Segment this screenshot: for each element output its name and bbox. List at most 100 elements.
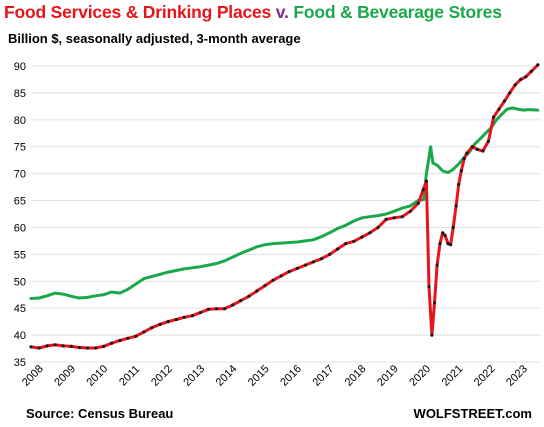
series-1-point-27 <box>247 294 251 298</box>
series-line-1 <box>29 63 540 350</box>
series-1-point-76 <box>524 75 528 79</box>
series-1-point-57 <box>443 233 447 238</box>
series-1-point-3 <box>53 343 57 347</box>
series-1-point-68 <box>481 149 485 153</box>
y-axis-ticks: 35 40 45 50 55 60 65 70 75 80 85 90 <box>14 61 26 369</box>
series-1-point-51 <box>427 285 431 289</box>
series-1-point-22 <box>206 307 211 311</box>
series-1-point-74 <box>513 83 517 87</box>
series-1-point-31 <box>279 274 283 278</box>
series-1-point-47 <box>408 209 412 213</box>
grid-lines <box>31 65 541 363</box>
series-1-point-64 <box>462 157 466 161</box>
series-1-point-23 <box>215 307 219 311</box>
series-1-point-11 <box>118 338 122 343</box>
series-1-point-8 <box>94 346 98 350</box>
source-note: Source: Census Bureau <box>26 406 174 421</box>
series-1-point-36 <box>319 257 324 261</box>
x-tick-label-2017: 2017 <box>310 363 336 389</box>
series-1-point-72 <box>502 99 507 103</box>
x-tick-label-2022: 2022 <box>472 363 498 389</box>
x-tick-label-2010: 2010 <box>85 363 111 389</box>
series-1-point-9 <box>102 344 106 348</box>
series-1-point-69 <box>486 139 490 143</box>
series-1-point-62 <box>457 182 461 186</box>
series-1-point-52 <box>430 333 434 337</box>
series-1-point-20 <box>190 314 194 318</box>
y-tick-label-75: 75 <box>14 142 26 154</box>
series-1-point-28 <box>255 289 259 293</box>
series-1-point-70 <box>492 115 496 119</box>
series-1-point-56 <box>441 231 445 235</box>
chart-title: Food Services & Drinking Places v. Food … <box>4 2 502 23</box>
x-tick-label-2020: 2020 <box>407 363 433 389</box>
series-1-point-59 <box>449 243 453 247</box>
x-tick-label-2023: 2023 <box>504 363 530 389</box>
series-1-point-16 <box>158 322 162 326</box>
series-1-point-26 <box>239 299 243 303</box>
series-1-point-32 <box>287 270 291 274</box>
y-tick-label-65: 65 <box>14 196 26 208</box>
series-1-point-41 <box>360 235 364 239</box>
series-1-point-4 <box>61 344 65 348</box>
series-1-point-48 <box>416 201 420 205</box>
title-versus: v. <box>275 2 289 22</box>
series-1-point-7 <box>85 346 90 350</box>
series-1-point-40 <box>352 239 356 243</box>
series-1-point-43 <box>376 225 380 230</box>
series-1-point-18 <box>174 317 178 322</box>
y-tick-label-90: 90 <box>14 61 26 73</box>
x-tick-label-2012: 2012 <box>149 363 175 389</box>
x-tick-label-2009: 2009 <box>52 363 78 389</box>
x-tick-label-2019: 2019 <box>375 363 401 389</box>
series-1-point-78 <box>536 63 540 67</box>
series-1-point-1 <box>37 346 41 350</box>
series-line-2 <box>29 106 540 300</box>
series-1-point-19 <box>182 315 186 319</box>
y-tick-label-80: 80 <box>14 115 26 127</box>
series-1-point-54 <box>435 263 439 267</box>
series-1-point-35 <box>311 260 315 264</box>
series-1-point-17 <box>166 320 170 324</box>
series-1-point-2 <box>45 344 49 348</box>
y-tick-label-70: 70 <box>14 169 26 181</box>
y-tick-label-55: 55 <box>14 249 26 261</box>
series-group <box>29 63 540 350</box>
series-1-point-21 <box>198 310 203 315</box>
series-1-point-67 <box>475 147 479 151</box>
series-1-point-37 <box>328 252 332 256</box>
series-1-point-45 <box>392 216 396 220</box>
series-1-point-10 <box>110 341 114 345</box>
x-tick-label-2011: 2011 <box>117 363 142 388</box>
x-tick-label-2018: 2018 <box>343 363 369 389</box>
series-1-point-39 <box>344 242 348 246</box>
y-tick-label-85: 85 <box>14 88 26 100</box>
series-1-point-58 <box>446 242 450 246</box>
y-tick-label-50: 50 <box>14 276 26 288</box>
series-1-point-42 <box>368 231 372 235</box>
series-1-point-73 <box>508 91 512 95</box>
x-tick-label-2016: 2016 <box>278 363 304 389</box>
series-1-point-34 <box>303 263 307 267</box>
series-1-point-53 <box>432 301 437 305</box>
series-1-point-50 <box>424 179 428 183</box>
y-tick-label-60: 60 <box>14 222 26 234</box>
series-1-point-6 <box>77 345 81 350</box>
title-series-1: Food Services & Drinking Places <box>4 2 272 22</box>
series-1-point-13 <box>134 334 138 338</box>
x-axis-ticks: 2008 2009 2010 2011 2012 2013 2014 2015 2016 2017… <box>20 363 530 389</box>
brand-label: WOLFSTREET.com <box>413 406 532 421</box>
y-tick-label-45: 45 <box>14 303 26 315</box>
series-1-point-29 <box>263 284 267 288</box>
series-1-point-71 <box>497 107 501 111</box>
x-tick-label-2015: 2015 <box>246 363 272 389</box>
series-1-point-46 <box>400 215 404 219</box>
series-1-point-55 <box>438 242 442 246</box>
series-1-point-25 <box>231 303 235 307</box>
series-1-point-38 <box>336 247 340 251</box>
series-1-point-60 <box>451 225 455 230</box>
x-tick-label-2013: 2013 <box>181 363 207 389</box>
series-1-point-75 <box>519 77 523 82</box>
series-1-point-44 <box>384 217 388 221</box>
